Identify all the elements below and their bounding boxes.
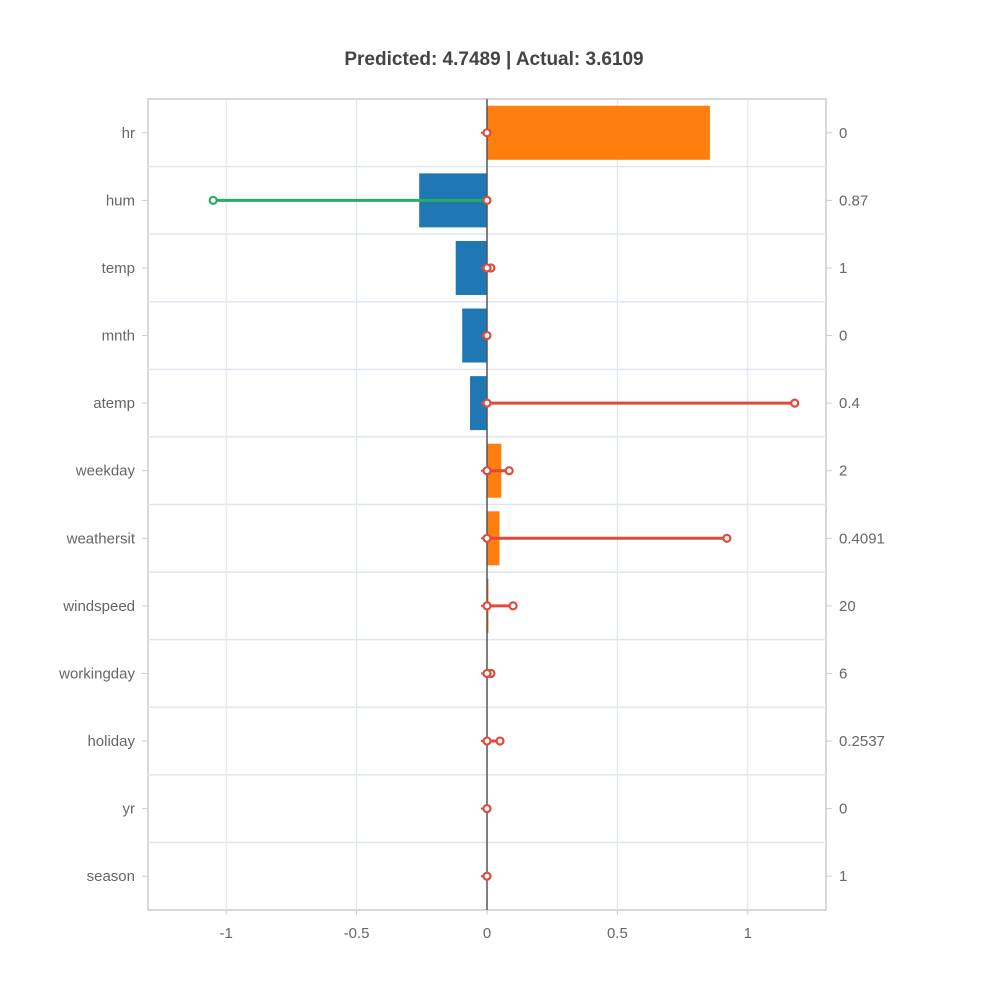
x-tick-label: 0 [483, 925, 491, 942]
feature-value-label: 0 [839, 801, 847, 818]
y-tick-label: weathersit [66, 530, 136, 547]
feature-value-label: 0.87 [839, 192, 868, 209]
bar-hr [487, 105, 710, 160]
start-marker-windspeed [482, 601, 492, 611]
feature-value-label: 20 [839, 598, 856, 615]
y-tick-label: hum [106, 192, 135, 209]
feature-value-label: 0 [839, 125, 847, 142]
end-marker-hum [208, 195, 218, 205]
y-tick-label: yr [123, 801, 136, 818]
y-tick-label: atemp [93, 395, 135, 412]
x-tick-label: -1 [220, 925, 233, 942]
start-marker-holiday [482, 736, 492, 746]
x-tick-label: 0.5 [607, 925, 628, 942]
feature-value-label: 0.2537 [839, 733, 885, 750]
y-tick-label: holiday [87, 733, 135, 750]
start-marker-atemp [482, 398, 492, 408]
end-marker-windspeed [508, 601, 518, 611]
start-marker-season [482, 871, 492, 881]
start-marker-yr [482, 804, 492, 814]
x-tick-label: -0.5 [344, 925, 370, 942]
feature-value-label: 2 [839, 463, 847, 480]
end-marker-atemp [790, 398, 800, 408]
start-marker-hum [482, 195, 492, 205]
start-marker-weathersit [482, 533, 492, 543]
feature-value-label: 1 [839, 868, 847, 885]
bar-atemp [470, 376, 487, 431]
feature-value-label: 0 [839, 328, 847, 345]
chart-title: Predicted: 4.7489 | Actual: 3.6109 [344, 49, 643, 70]
feature-value-label: 0.4 [839, 395, 860, 412]
y-tick-label: weekday [75, 463, 136, 480]
end-marker-weathersit [722, 533, 732, 543]
end-marker-holiday [495, 736, 505, 746]
y-tick-label: season [87, 868, 135, 885]
y-tick-label: hr [122, 125, 135, 142]
y-tick-label: workingday [58, 665, 135, 682]
start-marker-weekday [482, 466, 492, 476]
y-tick-label: temp [102, 260, 135, 277]
start-marker-hr [482, 128, 492, 138]
feature-value-label: 6 [839, 665, 847, 682]
feature-value-label: 1 [839, 260, 847, 277]
y-tick-label: windspeed [62, 598, 135, 615]
start-marker-temp [482, 263, 492, 273]
x-tick-label: 1 [744, 925, 752, 942]
start-marker-mnth [482, 330, 492, 341]
feature-value-label: 0.4091 [839, 530, 885, 547]
y-tick-label: mnth [102, 328, 135, 345]
end-marker-weekday [504, 466, 514, 476]
start-marker-workingday [482, 668, 492, 679]
